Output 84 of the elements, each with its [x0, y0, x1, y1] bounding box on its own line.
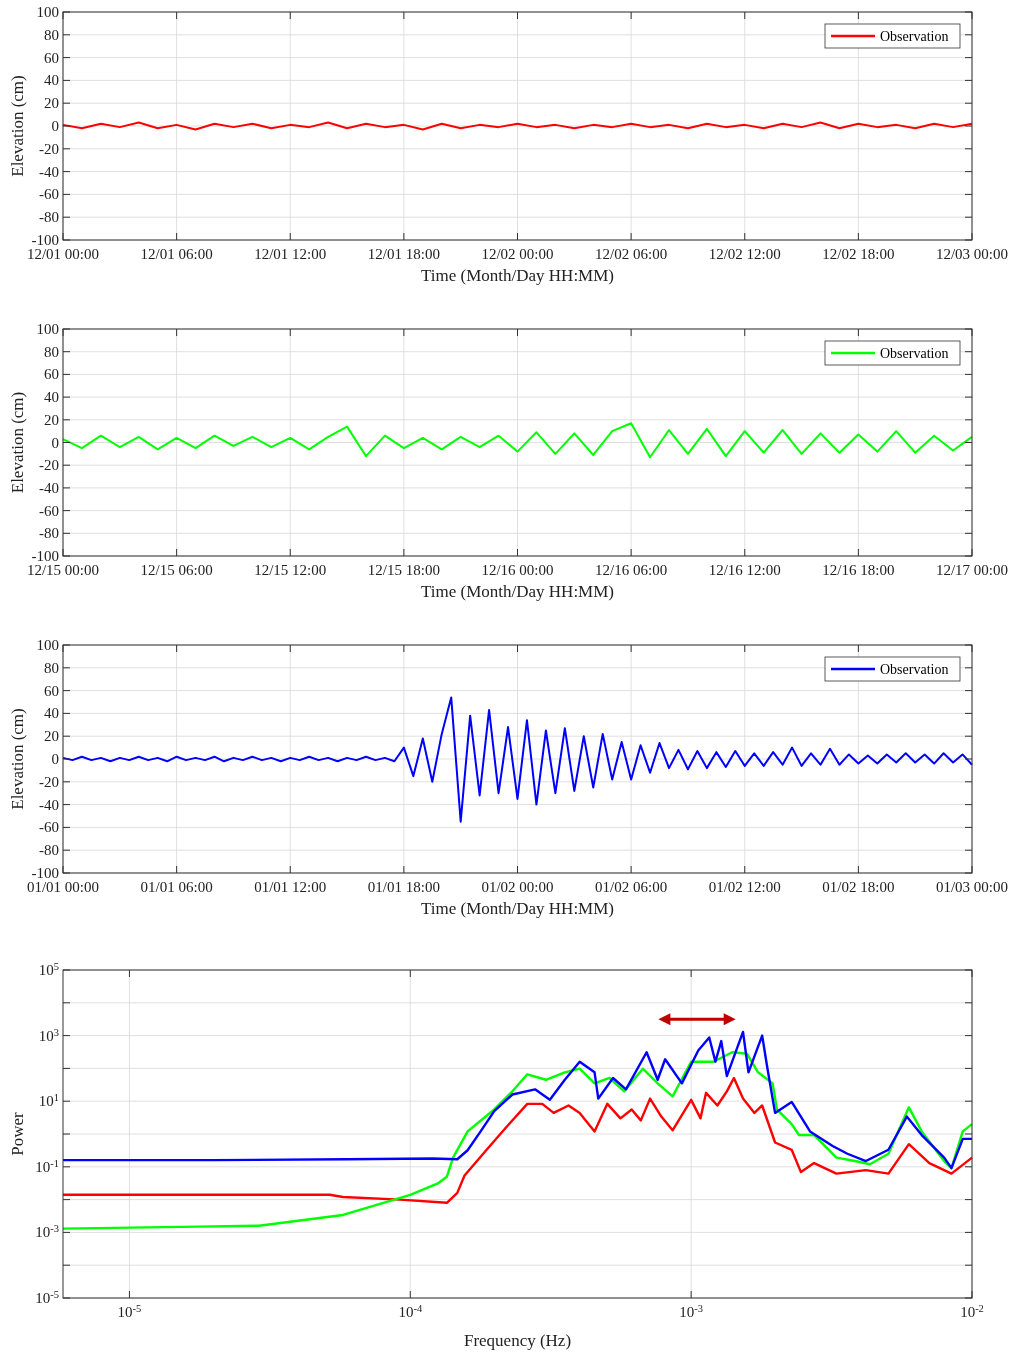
y-tick-label: -20	[39, 140, 59, 157]
x-tick-label: 12/17 00:00	[935, 562, 1009, 578]
x-tick-label: 12/15 00:00	[26, 562, 100, 578]
y-tick-label: 20	[44, 95, 59, 112]
x-tick-label: 12/02 06:00	[595, 246, 668, 262]
y-tick-label: -40	[39, 479, 59, 496]
y-tick-label: 100	[36, 321, 59, 337]
x-tick-label: 12/15 12:00	[254, 562, 327, 578]
x-axis-title: Time (Month/Day HH:MM)	[421, 582, 614, 601]
x-axis-title: Frequency (Hz)	[463, 1331, 572, 1350]
y-tick-label: -100	[31, 548, 59, 564]
legend-label: Observation	[880, 346, 949, 361]
y-tick-label: 10$^{1}$	[38, 1091, 59, 1110]
x-tick-label: 01/03 00:00	[935, 879, 1009, 895]
x-tick-label: 10$^{-2}$	[960, 1302, 984, 1320]
y-tick-label: -20	[39, 457, 59, 474]
x-tick-label: 10$^{-5}$	[117, 1302, 142, 1320]
x-tick-label: 12/16 12:00	[708, 562, 781, 578]
x-tick-label: 12/16 18:00	[822, 562, 895, 578]
x-axis-title: Time (Month/Day HH:MM)	[421, 899, 614, 918]
y-tick-label: -60	[39, 819, 59, 836]
y-axis-title: Elevation (cm)	[8, 708, 27, 810]
y-tick-label: -60	[39, 186, 59, 203]
x-tick-label: 10$^{-3}$	[679, 1302, 704, 1320]
y-axis-title: Power	[8, 1111, 27, 1156]
y-tick-label: 10$^{5}$	[38, 960, 59, 978]
y-tick-label: -40	[39, 796, 59, 813]
x-tick-label: 01/01 00:00	[26, 879, 100, 895]
y-tick-label: 40	[44, 72, 59, 89]
x-tick-label: 12/03 00:00	[935, 246, 1009, 262]
y-axis-title: Elevation (cm)	[8, 391, 27, 494]
legend-label: Observation	[880, 662, 949, 677]
y-tick-label: -80	[39, 842, 59, 859]
x-tick-label: 12/01 00:00	[26, 246, 100, 262]
y-tick-label: 80	[44, 343, 59, 360]
x-tick-label: 12/01 12:00	[254, 246, 327, 262]
y-tick-label: 100	[36, 4, 59, 20]
y-tick-label: 40	[44, 705, 59, 722]
y-tick-label: 10$^{-3}$	[35, 1222, 59, 1241]
y-tick-label: 20	[44, 411, 59, 428]
line-series	[62, 422, 973, 459]
y-tick-label: 10$^{3}$	[38, 1026, 59, 1044]
x-tick-label: 12/16 00:00	[481, 562, 554, 578]
y-tick-label: 60	[44, 366, 59, 383]
x-tick-label: 01/01 12:00	[254, 879, 327, 895]
x-tick-label: 12/02 18:00	[822, 246, 895, 262]
x-tick-label: 01/01 18:00	[367, 879, 440, 895]
y-tick-label: -100	[31, 865, 59, 881]
y-tick-label: -80	[39, 525, 59, 542]
y-tick-label: 60	[44, 49, 59, 66]
y-tick-label: 40	[44, 389, 59, 406]
x-tick-label: 01/02 12:00	[708, 879, 781, 895]
x-axis-title: Time (Month/Day HH:MM)	[421, 266, 614, 285]
y-tick-label: 0	[51, 434, 59, 451]
y-tick-label: -60	[39, 502, 59, 519]
x-tick-label: 10$^{-4}$	[398, 1302, 423, 1320]
x-tick-label: 01/02 18:00	[822, 879, 895, 895]
x-tick-label: 12/01 06:00	[140, 246, 213, 262]
y-tick-label: 20	[44, 728, 59, 745]
y-tick-label: 80	[44, 26, 59, 43]
y-tick-label: 100	[36, 637, 59, 653]
y-tick-label: -80	[39, 209, 59, 226]
x-tick-label: 01/02 00:00	[481, 879, 554, 895]
x-tick-label: 12/01 18:00	[367, 246, 440, 262]
x-tick-label: 12/15 18:00	[367, 562, 440, 578]
line-series	[62, 121, 973, 131]
y-tick-label: -40	[39, 163, 59, 180]
line-series	[62, 696, 973, 823]
y-tick-label: 10$^{-1}$	[35, 1157, 59, 1175]
y-tick-label: -20	[39, 773, 59, 790]
y-tick-label: 0	[51, 118, 59, 134]
y-tick-label: 0	[51, 751, 59, 767]
x-tick-label: 01/02 06:00	[595, 879, 668, 895]
x-tick-label: 12/16 06:00	[595, 562, 668, 578]
x-tick-label: 12/15 06:00	[140, 562, 213, 578]
x-tick-label: 12/02 00:00	[481, 246, 554, 262]
y-tick-label: 80	[44, 659, 59, 676]
y-axis-title: Elevation (cm)	[8, 75, 27, 177]
x-tick-label: 01/01 06:00	[140, 879, 213, 895]
x-tick-label: 12/02 12:00	[708, 246, 781, 262]
y-tick-label: 10$^{-5}$	[35, 1288, 59, 1306]
legend-label: Observation	[880, 29, 949, 44]
y-tick-label: -100	[31, 232, 59, 248]
y-tick-label: 60	[44, 682, 59, 699]
